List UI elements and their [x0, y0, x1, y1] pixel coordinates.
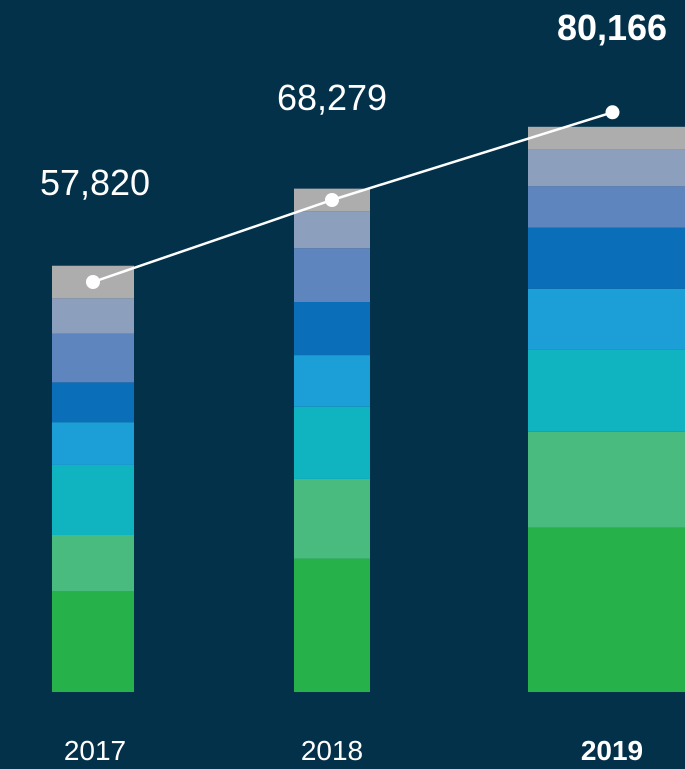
total-label-2018: 68,279 [277, 77, 387, 118]
bar-segment-2018-2 [294, 478, 370, 559]
trend-point-2018 [325, 193, 339, 207]
year-label-2018: 2018 [301, 735, 363, 766]
year-label-2019: 2019 [581, 735, 643, 766]
trend-point-2017 [86, 275, 100, 289]
bars-layer [52, 126, 685, 692]
bar-segment-2017-7 [52, 298, 134, 334]
labels-layer: 57,820 2017 68,279 2018 80,166 2019 [40, 7, 667, 766]
year-label-2017: 2017 [64, 735, 126, 766]
bar-segment-2019-2 [528, 431, 685, 528]
bar-segment-2019-8 [528, 126, 685, 150]
trend-line-layer [86, 105, 620, 289]
bar-segment-2019-7 [528, 149, 685, 187]
bar-segment-2018-4 [294, 355, 370, 407]
bar-segment-2019-3 [528, 349, 685, 432]
bar-segment-2017-3 [52, 464, 134, 535]
bar-segment-2018-5 [294, 302, 370, 356]
bar-segment-2019-5 [528, 227, 685, 289]
bar-segment-2017-6 [52, 333, 134, 383]
bar-segment-2017-5 [52, 382, 134, 423]
bar-segment-2019-1 [528, 527, 685, 692]
bar-segment-2019-6 [528, 186, 685, 228]
bar-segment-2018-3 [294, 406, 370, 479]
total-label-2017: 57,820 [40, 162, 150, 203]
bar-segment-2017-1 [52, 591, 134, 692]
bar-segment-2017-4 [52, 422, 134, 465]
trend-point-2019 [605, 105, 620, 120]
bar-segment-2018-7 [294, 211, 370, 249]
bar-segment-2017-2 [52, 534, 134, 591]
total-label-2019: 80,166 [557, 7, 667, 48]
bar-segment-2018-6 [294, 248, 370, 303]
bar-segment-2019-4 [528, 288, 685, 350]
bar-segment-2018-1 [294, 558, 370, 692]
